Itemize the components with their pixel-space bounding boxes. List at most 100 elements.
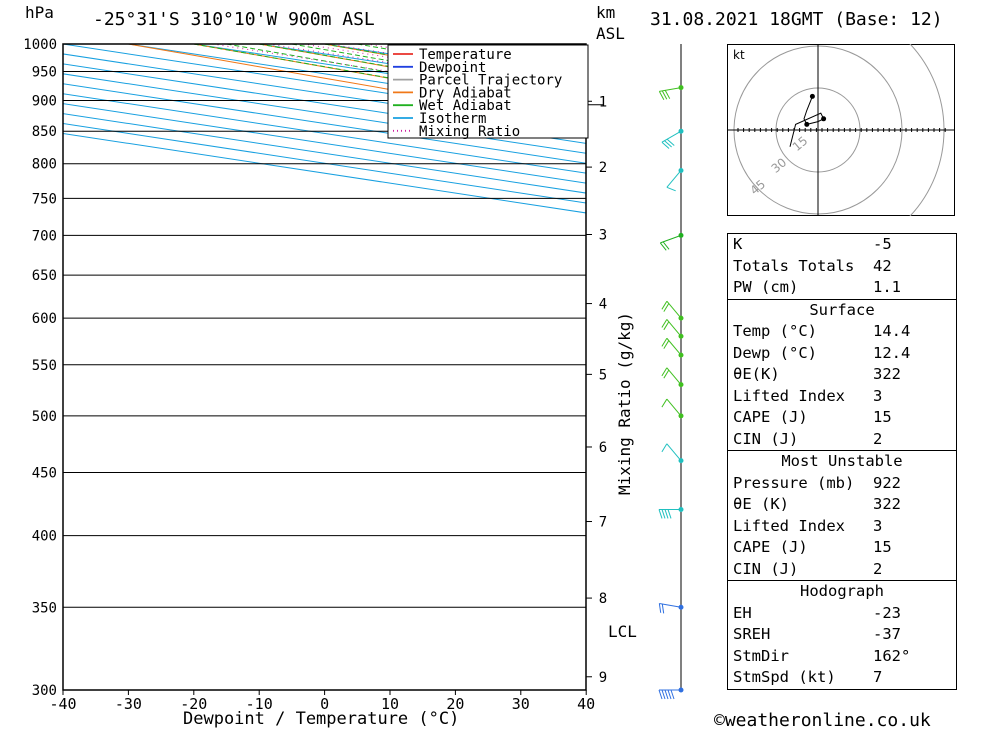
wind-barb-shaft — [666, 443, 682, 461]
wind-barb-flag — [661, 443, 668, 453]
pressure-tick-label: 600 — [32, 311, 57, 327]
wind-barb-flag — [664, 140, 672, 148]
dry-adiabat-line — [455, 44, 586, 68]
surface-row: CAPE (J) 15 — [728, 407, 956, 429]
km-tick-label: 5 — [599, 367, 607, 383]
wind-barb-flag — [663, 321, 670, 331]
dry-adiabat-line — [128, 44, 586, 125]
skewt-chart: 3003504004505005506006507007508008509009… — [23, 37, 607, 713]
wind-barb-flag — [661, 509, 666, 519]
most-unstable-value: 322 — [873, 495, 901, 513]
wind-barb-shaft — [666, 170, 682, 188]
most-unstable-row: Lifted Index 3 — [728, 516, 956, 538]
wind-barb-shaft — [666, 398, 682, 417]
wind-barb-flag — [661, 603, 665, 614]
hodograph-unit: kt — [733, 48, 745, 62]
isotherm-line — [259, 44, 586, 95]
wind-barb-column — [658, 44, 684, 700]
pressure-tick-label: 500 — [32, 409, 57, 425]
km-tick-label: 9 — [599, 670, 607, 686]
pressure-tick-label: 750 — [32, 191, 57, 207]
pressure-unit: hPa — [25, 3, 54, 22]
isotherm-line — [63, 93, 586, 174]
pressure-tick-label: 650 — [32, 268, 57, 284]
wet-adiabat-line — [455, 44, 586, 67]
wind-barb-flag — [661, 319, 668, 328]
surface-row: Lifted Index 3 — [728, 386, 956, 408]
most-unstable-label: CAPE (J) — [733, 538, 808, 556]
hodograph-stat-label: SREH — [733, 625, 771, 643]
height-unit-km: km — [596, 3, 616, 22]
wind-barb-flag — [663, 303, 670, 312]
legend-label: Temperature — [419, 47, 512, 63]
wet-adiabat-line — [259, 44, 586, 102]
surface-label: Temp (°C) — [733, 322, 817, 340]
copyright-footer: ©weatheronline.co.uk — [714, 710, 931, 731]
legend-label: Dewpoint — [419, 60, 486, 76]
wind-barb-flag — [661, 367, 668, 377]
wind-barb-shaft — [666, 367, 682, 385]
wind-barb-flag — [658, 689, 663, 700]
isotherm-line — [63, 44, 586, 124]
surface-value: 2 — [873, 429, 883, 448]
surface-label: Dewp (°C) — [733, 343, 817, 362]
wind-barb-flag — [666, 138, 675, 146]
hodograph-stat-row: EH -23 — [728, 603, 956, 625]
surface-value: 12.4 — [873, 343, 911, 362]
most-unstable-label: CIN (J) — [733, 559, 799, 578]
surface-label: θE(K) — [733, 365, 780, 383]
wind-barb-shaft — [660, 234, 682, 244]
surface-row: Temp (°C) 14.4 — [728, 321, 956, 343]
wind-barb-flag — [670, 689, 675, 700]
pressure-tick-label: 550 — [32, 358, 57, 374]
wind-barb-flag — [661, 398, 668, 408]
wind-barb-flag — [658, 91, 665, 100]
location-title: -25°31'S 310°10'W 900m ASL — [93, 9, 375, 30]
km-tick-label: 3 — [599, 228, 607, 244]
mixing-ratio-axis-label: Mixing Ratio (g/kg) — [615, 311, 634, 495]
x-tick-label: 20 — [446, 695, 464, 713]
hodograph-stat-value: 162° — [873, 646, 911, 665]
datetime-title: 31.08.2021 18GMT (Base: 12) — [650, 9, 943, 30]
pressure-tick-label: 800 — [32, 157, 57, 173]
wind-barb-flag — [661, 300, 668, 310]
wind-barb-shaft — [666, 300, 682, 319]
surface-value: 3 — [873, 386, 883, 405]
wind-barb-flag — [661, 90, 668, 100]
pressure-tick-label: 700 — [32, 228, 57, 244]
surface-label: CAPE (J) — [733, 408, 808, 426]
most-unstable-value: 2 — [873, 559, 883, 578]
wind-barb-point — [678, 128, 684, 134]
hodograph-stat-value: 7 — [873, 668, 883, 686]
wind-barb-shaft — [666, 337, 682, 356]
wind-barb-flag — [664, 689, 669, 700]
dry-adiabat-line — [259, 44, 586, 103]
surface-row: Dewp (°C) 12.4 — [728, 343, 956, 365]
surface-value: 15 — [873, 408, 892, 426]
wet-adiabat-line — [422, 44, 586, 72]
isotherm-line — [63, 83, 586, 164]
surface-label: CIN (J) — [733, 429, 799, 448]
most-unstable-label: Lifted Index — [733, 516, 845, 535]
most-unstable-header: Most Unstable — [728, 450, 956, 473]
km-tick-label: 8 — [599, 591, 607, 607]
wind-barb-shaft — [659, 602, 682, 608]
isotherm-line — [63, 132, 586, 214]
lcl-label: LCL — [608, 622, 637, 641]
isotherm-line — [63, 63, 586, 144]
hodograph-stat-label: StmSpd (kt) — [733, 668, 836, 686]
wind-barb-shaft — [661, 130, 682, 143]
x-axis-label: Dewpoint / Temperature (°C) — [183, 709, 460, 729]
isotherm-line — [63, 113, 586, 194]
x-tick-label: -40 — [49, 695, 76, 713]
wind-barb-shaft — [659, 87, 682, 92]
most-unstable-row: CAPE (J) 15 — [728, 537, 956, 559]
km-tick-label: 1 — [599, 94, 607, 110]
hodograph-stat-value: -23 — [873, 603, 901, 622]
x-tick-label: 0 — [320, 695, 329, 713]
hodograph-point — [804, 121, 810, 127]
legend-label: Isotherm — [419, 111, 486, 127]
surface-header: Surface — [728, 298, 956, 322]
